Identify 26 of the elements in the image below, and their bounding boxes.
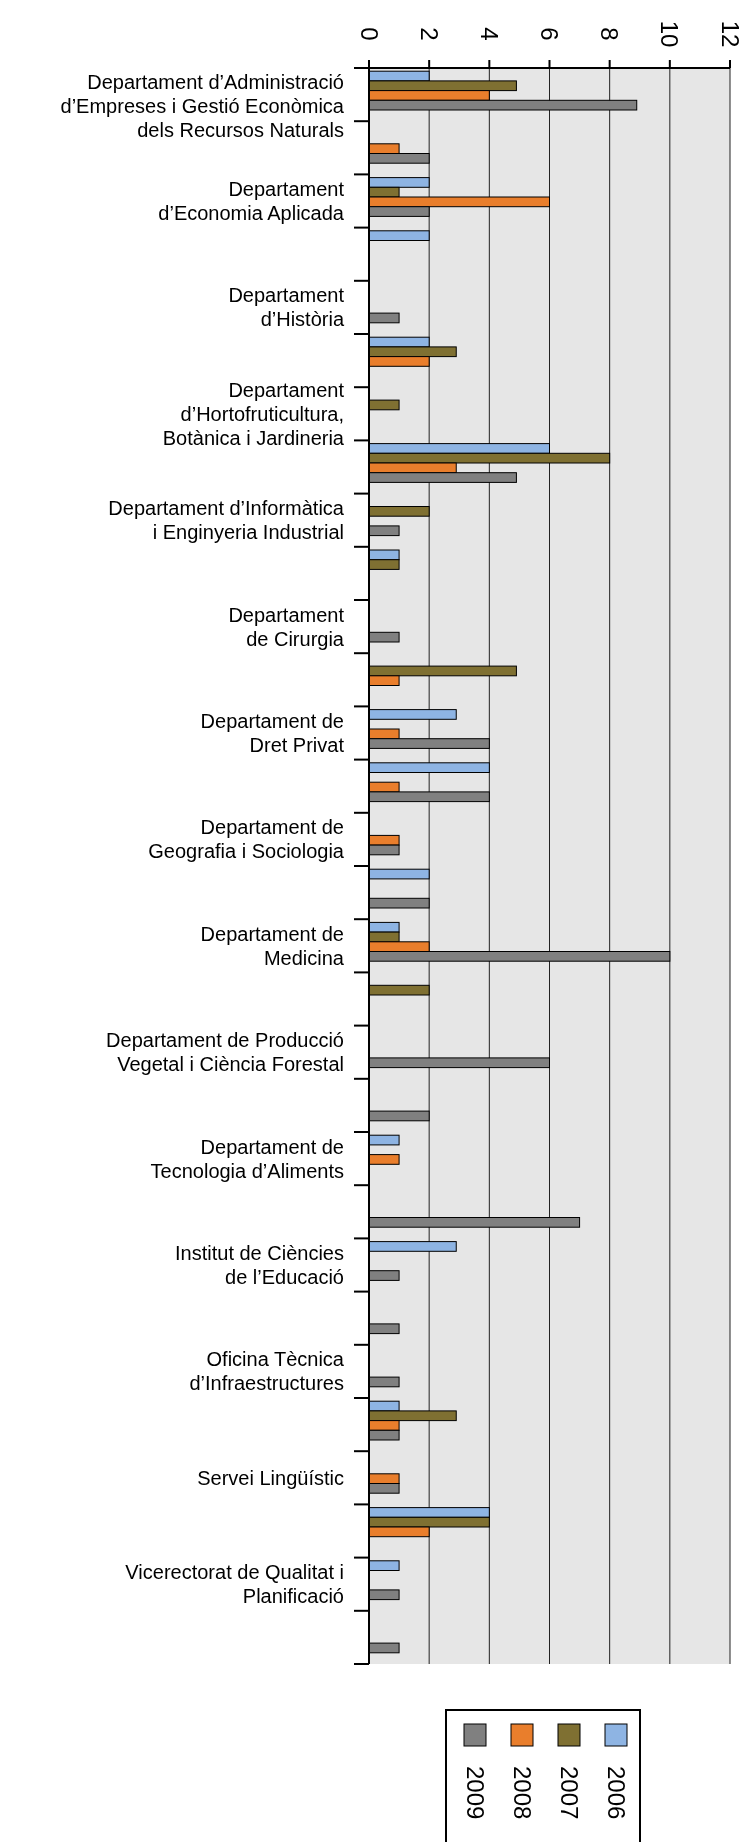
y-tick-label: Departament de Producció Vegetal i Ciència Forestal xyxy=(106,1029,344,1076)
y-tick-label: Departament de Tecnologia d’Aliments xyxy=(150,1135,344,1182)
y-tick-label: Institut de Ciències de l’Educació xyxy=(175,1242,344,1288)
y-tick-label: Departament d’Hortofruticultura, Botànica i Jardineria xyxy=(162,378,345,449)
legend-label: 2008 xyxy=(508,1766,536,1820)
y-tick-label: Departament de Cirurgia xyxy=(228,603,345,650)
legend-label: 2007 xyxy=(555,1766,583,1820)
y-tick-label: Departament d’Economia Aplicada xyxy=(158,178,345,224)
y-tick-label: Departament d’Informàtica i Enginyeria Industrial xyxy=(108,497,345,544)
y-tick-label: Departament d’Administració d’Empreses i Gestió Econòmica dels Recursos Naturals xyxy=(60,71,345,141)
x-tick-label: 2 xyxy=(415,27,443,41)
y-tick-label: Servei Lingüístic xyxy=(197,1466,344,1489)
x-tick-label: 0 xyxy=(355,27,383,41)
x-tick-label: 6 xyxy=(536,27,563,41)
y-tick-label: Oficina Tècnica d’Infraestructures xyxy=(189,1348,345,1395)
y-tick-label: Vicerectorat de Qualitat i Planificació xyxy=(125,1561,344,1608)
y-tick-label: Departament d’Història xyxy=(228,284,345,331)
x-tick-label: 8 xyxy=(596,27,624,41)
x-tick-label: 4 xyxy=(475,27,503,41)
legend-label: 2006 xyxy=(602,1766,630,1820)
y-tick-label: Departament de Medicina xyxy=(200,922,345,969)
x-tick-label: 10 xyxy=(656,20,684,48)
x-tick-label: 12 xyxy=(716,20,744,48)
legend-label: 2009 xyxy=(461,1766,489,1820)
y-tick-label: Departament de Dret Privat xyxy=(200,710,345,756)
y-tick-label: Departament de Geografia i Sociologia xyxy=(148,816,345,863)
